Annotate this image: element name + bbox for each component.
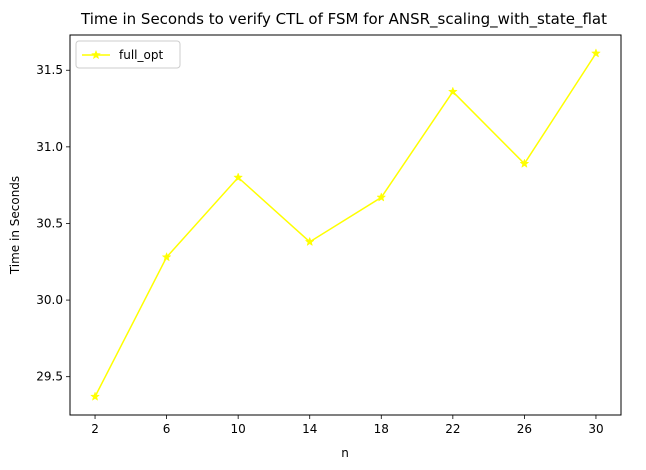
x-axis-label: n [341, 446, 349, 460]
x-tick-label: 30 [588, 422, 603, 436]
y-axis: 29.5 30.0 30.5 31.0 31.5 [36, 63, 70, 384]
series-full-opt [90, 48, 601, 401]
data-point [90, 391, 101, 401]
legend-label: full_opt [119, 48, 163, 62]
y-tick-label: 30.0 [36, 293, 63, 307]
y-tick-label: 31.5 [36, 63, 63, 77]
legend: full_opt [75, 40, 181, 69]
legend-box [75, 40, 181, 69]
y-tick-label: 30.5 [36, 216, 63, 230]
x-tick-label: 26 [517, 422, 532, 436]
x-tick-label: 22 [445, 422, 460, 436]
x-axis: 2 6 10 14 18 22 26 30 [91, 415, 604, 436]
data-point [233, 172, 244, 182]
x-tick-label: 2 [91, 422, 99, 436]
legend-marker [91, 49, 101, 60]
data-point [519, 158, 530, 168]
chart-title: Time in Seconds to verify CTL of FSM for… [80, 10, 607, 29]
y-tick-label: 29.5 [36, 370, 63, 384]
x-tick-label: 14 [302, 422, 317, 436]
data-point [447, 86, 458, 96]
x-tick-label: 6 [163, 422, 171, 436]
data-point [161, 251, 172, 262]
y-tick-label: 31.0 [36, 140, 63, 154]
data-point [304, 236, 315, 247]
x-tick-label: 18 [374, 422, 389, 436]
series-line [94, 52, 597, 397]
x-tick-label: 10 [231, 422, 246, 436]
data-point [590, 48, 601, 58]
y-axis-label: Time in Seconds [8, 176, 22, 275]
data-point [376, 192, 387, 202]
plot-area [69, 34, 622, 416]
